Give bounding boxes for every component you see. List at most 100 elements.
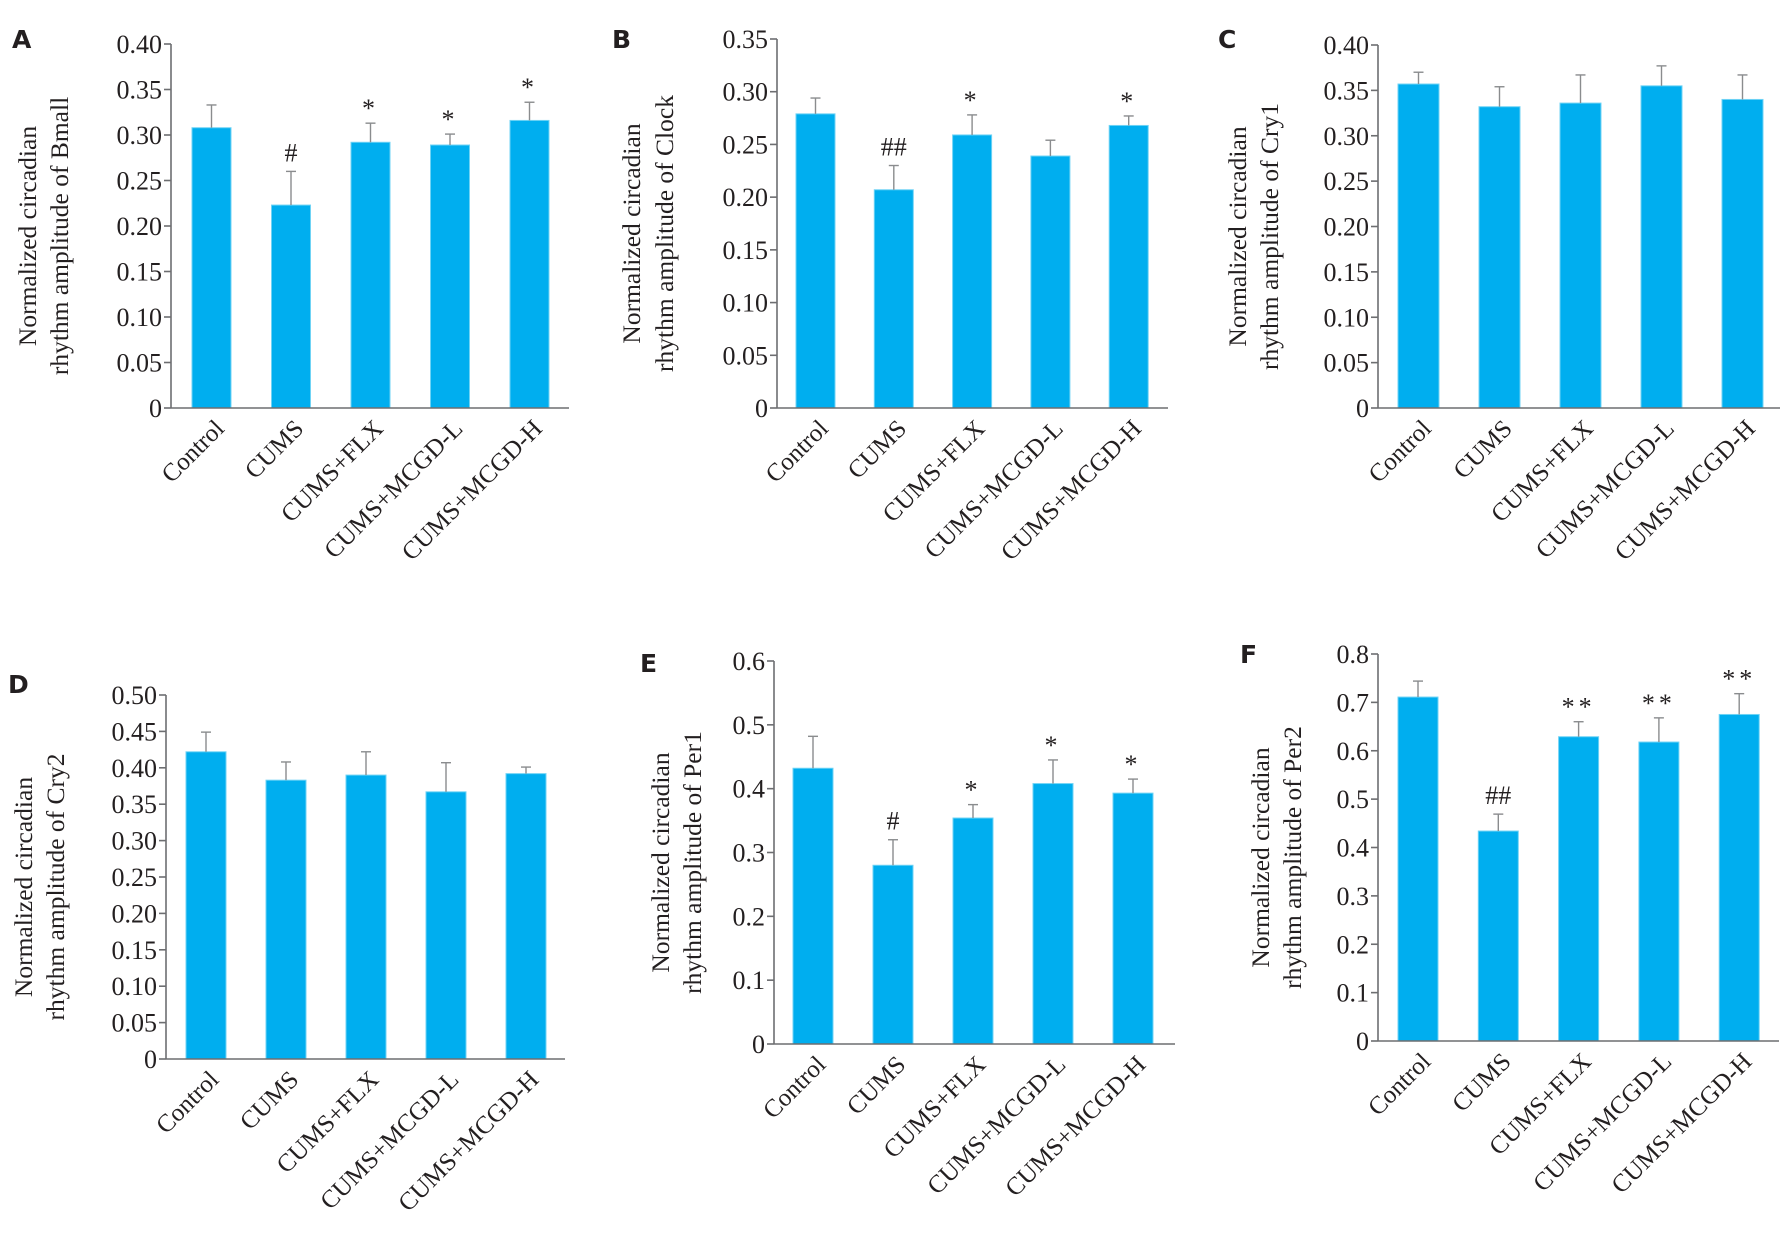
y-tick-label: 0.5 [1337, 785, 1370, 814]
bar-cums-flx [1559, 102, 1602, 409]
y-tick-label: 0.15 [117, 258, 163, 287]
y-tick-label: 0.1 [1337, 979, 1370, 1008]
x-tick-label: Control [758, 1051, 831, 1124]
x-tick-label: CUMS [842, 1051, 911, 1120]
y-tick-label: 0.30 [1324, 122, 1370, 151]
bar-cums-mcgd-h [1112, 792, 1154, 1045]
y-tick-label: 0.35 [1324, 76, 1370, 105]
panel-d: D Normalized circadian rhythm amplitude of… [8, 670, 565, 1217]
y-tick-label: 0 [149, 394, 162, 423]
x-tick-label: CUMS+MCGD-H [996, 415, 1147, 566]
y-tick-label: 0.2 [733, 902, 766, 931]
y-tick-label: 0.30 [112, 827, 158, 856]
y-tick-label: 0 [144, 1045, 157, 1074]
significance-marker: ## [1485, 781, 1511, 810]
bar-control [191, 127, 232, 409]
y-tick-label: 0.40 [1324, 31, 1370, 60]
panel-f: F Normalized circadian rhythm amplitude of… [1240, 640, 1779, 1199]
y-tick-label: 0.5 [733, 711, 766, 740]
bar-cums-mcgd-h [1108, 124, 1149, 409]
panel-b: B Normalized circadian rhythm amplitude of… [612, 25, 1168, 566]
y-tick-label: 0.6 [1337, 737, 1370, 766]
bar-cums-flx [345, 774, 387, 1060]
x-tick-label: Control [157, 415, 230, 488]
y-tick-label: 0 [755, 394, 768, 423]
y-tick-label: 0.05 [1324, 349, 1370, 378]
significance-marker: * [1125, 750, 1142, 779]
x-tick-label: CUMS [240, 415, 309, 484]
x-tick-label: CUMS+MCGD-L [319, 415, 468, 564]
panel-a: A Normalized circadian rhythm amplitude of… [12, 25, 569, 566]
bar-cums [265, 779, 307, 1060]
y-tick-label: 0.4 [733, 775, 766, 804]
y-tick-label: 0 [1356, 394, 1369, 423]
y-axis-title-line: rhythm amplitude of Cry2 [41, 753, 70, 1020]
y-tick-label: 0.25 [1324, 167, 1370, 196]
x-tick-label: CUMS+MCGD-H [397, 415, 548, 566]
panel-label: B [612, 25, 631, 54]
significance-marker: # [285, 138, 298, 167]
bar-cums [271, 204, 311, 409]
y-tick-label: 0.7 [1337, 688, 1370, 717]
panel-label: E [640, 649, 657, 678]
y-tick-label: 0.40 [112, 754, 158, 783]
significance-marker: ** [1642, 689, 1676, 718]
y-tick-label: 0.25 [117, 167, 163, 196]
y-tick-label: 0.10 [117, 303, 163, 332]
y-tick-label: 0.4 [1337, 834, 1370, 863]
significance-marker: * [442, 105, 459, 134]
x-tick-label: CUMS+MCGD-H [393, 1066, 544, 1217]
panel-label: D [8, 670, 29, 699]
y-axis-title-line: Normalized circadian [1223, 126, 1252, 346]
y-tick-label: 0.10 [723, 289, 769, 318]
y-tick-label: 0.25 [723, 130, 769, 159]
y-tick-label: 0.20 [117, 212, 163, 241]
y-axis-title-line: rhythm amplitude of Bmall [45, 97, 74, 375]
y-tick-label: 0.10 [1324, 303, 1370, 332]
x-tick-label: Control [761, 415, 834, 488]
bar-control [185, 751, 227, 1060]
y-tick-label: 0.25 [112, 863, 158, 892]
bar-cums-mcgd-l [1640, 85, 1683, 409]
y-tick-label: 0.20 [723, 183, 769, 212]
x-tick-label: CUMS+MCGD-L [920, 415, 1069, 564]
panel-e: E Normalized circadian rhythm amplitude of… [640, 647, 1175, 1202]
y-tick-label: 0.35 [723, 25, 769, 54]
panel-label: A [12, 25, 32, 54]
panel-label: C [1218, 25, 1236, 54]
bar-cums-mcgd-h [509, 119, 550, 409]
bar-control [792, 767, 834, 1045]
y-axis-title-line: rhythm amplitude of Per1 [678, 731, 707, 994]
y-tick-label: 0.2 [1337, 930, 1370, 959]
y-tick-label: 0 [1356, 1027, 1369, 1056]
y-tick-label: 0.3 [1337, 882, 1370, 911]
significance-marker: * [1120, 87, 1137, 116]
y-tick-label: 0.6 [733, 647, 766, 676]
x-tick-label: CUMS+MCGD-L [1531, 415, 1680, 564]
significance-marker: ** [1562, 693, 1596, 722]
y-axis-title-line: Normalized circadian [646, 752, 675, 972]
y-tick-label: 0 [752, 1030, 765, 1059]
y-tick-label: 0.20 [1324, 213, 1370, 242]
bar-cums-mcgd-l [430, 144, 470, 409]
x-tick-label: CUMS+MCGD-L [922, 1051, 1071, 1200]
y-tick-label: 0.05 [723, 341, 769, 370]
bar-cums [1477, 830, 1519, 1042]
y-tick-label: 0.35 [112, 790, 158, 819]
significance-marker: * [362, 94, 379, 123]
y-tick-label: 0.10 [112, 972, 158, 1001]
bar-control [1397, 696, 1439, 1042]
y-tick-label: 0.05 [117, 349, 163, 378]
x-tick-label: CUMS+MCGD-H [1610, 415, 1761, 566]
x-tick-label: Control [1364, 415, 1437, 488]
y-tick-label: 0.35 [117, 76, 163, 105]
y-tick-label: 0.8 [1337, 640, 1370, 669]
y-tick-label: 0.3 [733, 839, 766, 868]
x-tick-label: CUMS [1449, 415, 1518, 484]
y-axis-title-line: Normalized circadian [1246, 747, 1275, 967]
bar-cums-mcgd-l [1030, 155, 1071, 409]
y-tick-label: 0.45 [112, 717, 158, 746]
bar-cums-mcgd-l [425, 791, 467, 1060]
y-tick-label: 0.50 [112, 681, 158, 710]
